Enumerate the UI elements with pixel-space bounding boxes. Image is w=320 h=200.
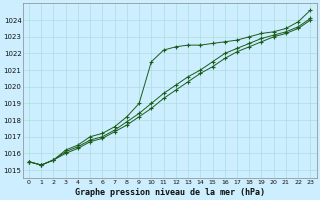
X-axis label: Graphe pression niveau de la mer (hPa): Graphe pression niveau de la mer (hPa) (75, 188, 265, 197)
